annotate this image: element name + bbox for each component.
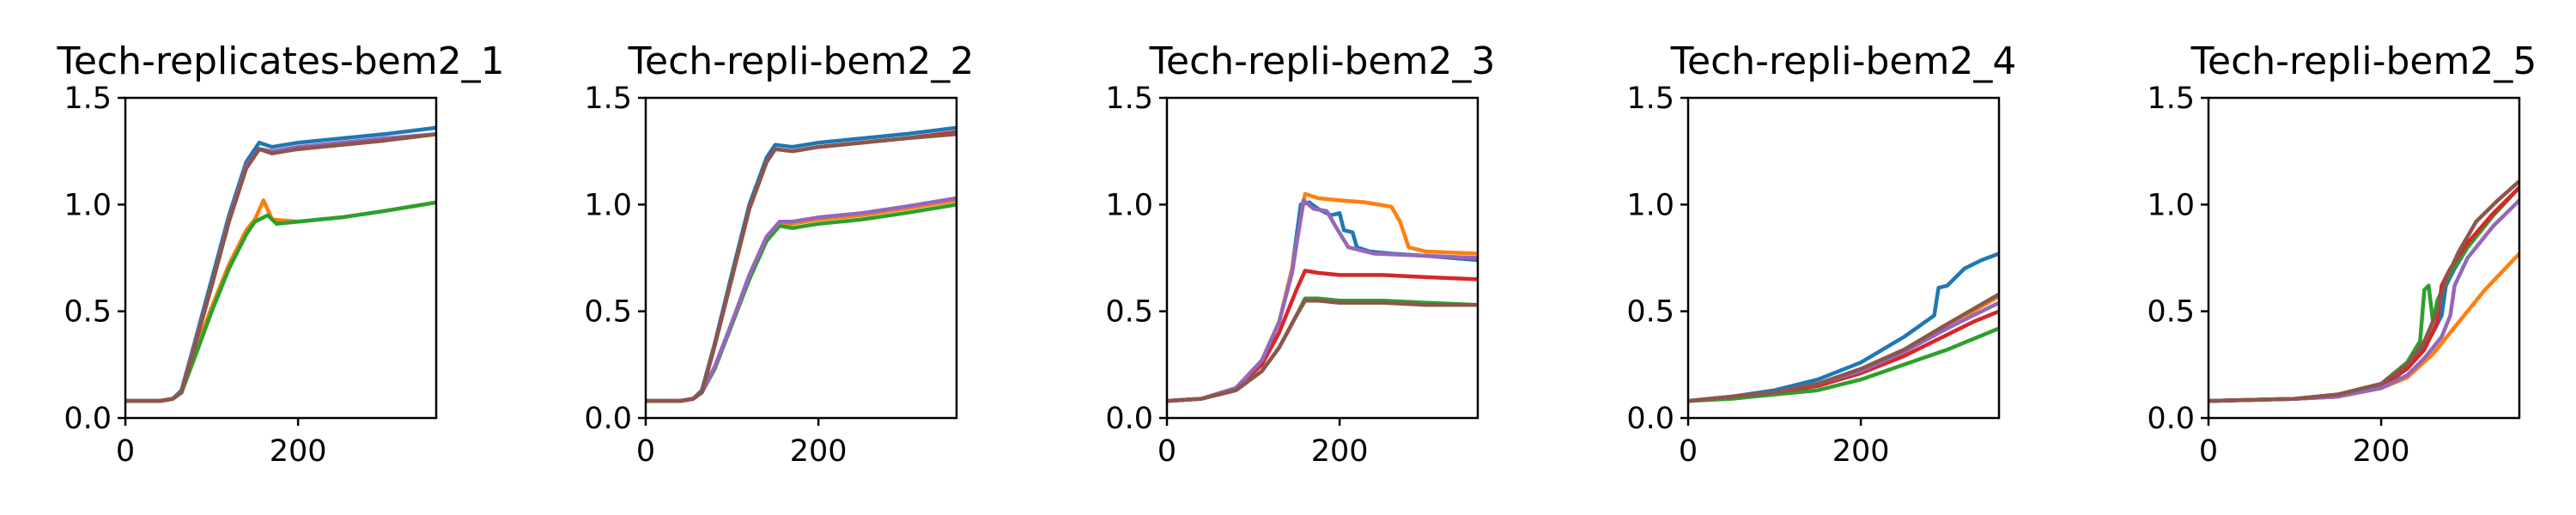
chart-title: Tech-replicates-bem2_1 (56, 39, 504, 83)
series-group (2208, 179, 2519, 403)
y-tick-label: 1.5 (1626, 82, 1674, 116)
series-line-4 (1167, 269, 1478, 403)
y-tick-label: 1.0 (1105, 188, 1153, 222)
x-tick-label: 200 (1832, 434, 1890, 469)
y-tick-label: 1.0 (2147, 188, 2195, 222)
series-line-6 (1688, 292, 1999, 403)
y-tick-label: 0.0 (584, 402, 632, 436)
series-line-4 (2208, 185, 2519, 403)
y-tick-label: 0.5 (1626, 295, 1674, 330)
y-tick-label: 1.0 (64, 188, 112, 222)
y-tick-label: 0.5 (64, 295, 112, 330)
series-line-1 (2208, 185, 2519, 403)
series-line-3 (1167, 296, 1478, 403)
y-tick-label: 0.5 (2147, 295, 2195, 330)
x-tick-label: 0 (636, 434, 655, 469)
y-tick-label: 1.5 (64, 82, 112, 116)
series-group (125, 125, 436, 403)
plot-frame (644, 96, 958, 420)
series-line-2 (2208, 251, 2519, 403)
series-line-1 (646, 125, 957, 403)
series-line-4 (125, 132, 436, 403)
x-tick-label: 0 (116, 434, 135, 469)
series-line-5 (1688, 300, 1999, 403)
chart-panel-4: 0.0 0.5 1.0 1.5 0 200 Tech-repli-bem2_4 (1626, 39, 2016, 469)
chart-panel-3: 0.0 0.5 1.0 1.5 0 200 Tech-repli-bem2_3 (1105, 39, 1495, 469)
x-tick-label: 200 (2353, 434, 2410, 469)
y-tick-label: 0.5 (1105, 295, 1153, 330)
y-tick-label: 0.5 (584, 295, 632, 330)
y-tick-label: 1.5 (2147, 82, 2195, 116)
series-line-3 (1688, 326, 1999, 403)
plot-frame (124, 96, 438, 420)
series-line-1 (125, 125, 436, 403)
x-tick-label: 200 (790, 434, 848, 469)
y-tick-label: 0.0 (2147, 402, 2195, 436)
chart-title: Tech-repli-bem2_3 (1149, 39, 1496, 83)
y-tick-label: 1.5 (1105, 82, 1153, 116)
series-line-3 (646, 203, 957, 403)
series-line-5 (646, 196, 957, 403)
series-line-4 (646, 130, 957, 403)
series-line-5 (1167, 198, 1478, 403)
series-line-5 (125, 132, 436, 403)
y-tick-label: 0.0 (64, 402, 112, 436)
series-group (1688, 251, 1999, 403)
chart-panel-5: 0.0 0.5 1.0 1.5 0 200 Tech-repli-bem2_5 (2147, 39, 2537, 469)
y-tick-label: 0.0 (1105, 402, 1153, 436)
y-tick-label: 1.0 (1626, 188, 1674, 222)
chart-title: Tech-repli-bem2_5 (2190, 39, 2537, 83)
series-line-6 (1167, 298, 1478, 403)
series-line-6 (646, 132, 957, 403)
series-line-6 (2208, 179, 2519, 403)
chart-title: Tech-repli-bem2_4 (1670, 39, 2017, 83)
x-tick-label: 200 (1311, 434, 1369, 469)
series-group (646, 125, 957, 403)
chart-panel-2: 0.0 0.5 1.0 1.5 0 200 Tech-repli-bem2_2 (584, 39, 974, 469)
series-line-2 (125, 198, 436, 403)
y-tick-label: 0.0 (1626, 402, 1674, 436)
x-tick-label: 0 (2199, 434, 2218, 469)
series-group (1167, 191, 1478, 403)
x-tick-label: 0 (1679, 434, 1698, 469)
x-tick-label: 0 (1157, 434, 1176, 469)
plot-frame (2207, 96, 2521, 420)
plot-frame (1165, 96, 1479, 420)
series-line-3 (2208, 185, 2519, 403)
plot-frame (1686, 96, 2001, 420)
chart-panel-1: 0.0 0.5 1.0 1.5 0 200 Tech-replicates-bem2_1 (56, 39, 504, 469)
series-line-6 (125, 132, 436, 403)
x-tick-label: 200 (270, 434, 327, 469)
series-line-3 (125, 200, 436, 403)
y-tick-label: 1.0 (584, 188, 632, 222)
series-line-2 (646, 198, 957, 403)
chart-title: Tech-repli-bem2_2 (628, 39, 975, 83)
y-tick-label: 1.5 (584, 82, 632, 116)
